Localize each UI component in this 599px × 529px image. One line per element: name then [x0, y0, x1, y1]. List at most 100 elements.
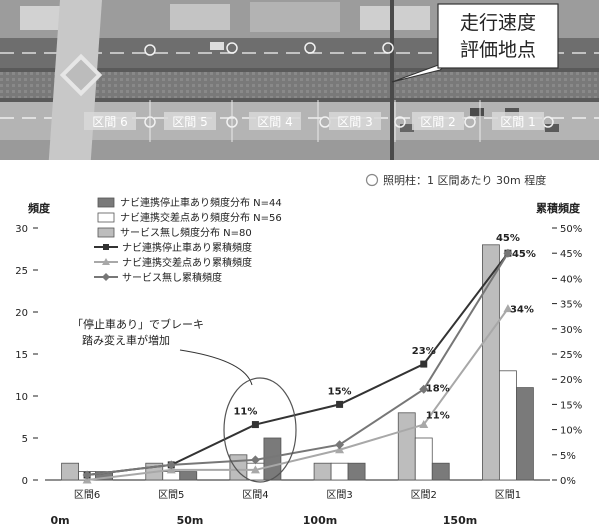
- legend-swatch: [97, 212, 115, 223]
- line-point-1-2: [250, 465, 260, 474]
- line-point-2-4: [419, 384, 429, 394]
- light-pole-note: 照明柱：1 区間あたり 30m 程度: [383, 173, 546, 187]
- section-box: [329, 112, 381, 130]
- highlight-ellipse: [223, 377, 297, 483]
- bar-2-2: [229, 454, 248, 481]
- bar-2-5: [482, 244, 500, 481]
- annotation-arrow: [179, 349, 253, 386]
- cumulative-line-2: [86, 252, 509, 476]
- y-left-tick-label: 15: [15, 350, 28, 361]
- section-box: [412, 112, 464, 130]
- x-tick-label: 区間2: [411, 489, 437, 501]
- data-label: 23%: [412, 346, 436, 357]
- legend-marker: [102, 273, 110, 281]
- y-right-tick-label: 25%: [560, 350, 582, 361]
- line-point-1-5: [503, 304, 513, 313]
- bar-2-3: [313, 462, 332, 481]
- bar-1-5: [499, 370, 517, 481]
- section-label: 区間 1: [500, 115, 535, 129]
- annotation-line-1: 「停止車あり」でブレーキ: [72, 317, 204, 331]
- legend-swatch: [97, 227, 115, 238]
- line-point-2-3: [335, 440, 345, 450]
- line-point-0-2: [251, 421, 259, 429]
- line-point-2-0: [82, 470, 92, 480]
- callout-line-2: 評価地点: [460, 39, 536, 61]
- legend-swatch: [97, 197, 115, 208]
- data-label: 15%: [328, 386, 352, 397]
- y-left-tick-label: 30: [15, 224, 28, 235]
- legend-label: ナビ連携交差点あり累積頻度: [122, 256, 252, 269]
- bar-0-3: [347, 462, 366, 481]
- bar-2-4: [397, 412, 416, 481]
- data-label: 45%: [496, 233, 520, 244]
- section-box: [84, 112, 136, 130]
- data-label: 45%: [512, 249, 536, 260]
- y-right-tick-label: 45%: [560, 249, 582, 260]
- annotation: 「停止車あり」でブレーキ 踏み変え車が増加: [72, 317, 297, 483]
- distance-label: 150m: [443, 514, 477, 527]
- legend-label: ナビ連携停止車あり累積頻度: [122, 241, 252, 254]
- distance-label: 100m: [303, 514, 337, 527]
- x-tick-label: 区間1: [495, 489, 521, 501]
- x-tick-label: 区間5: [158, 489, 184, 501]
- line-point-1-1: [166, 465, 176, 474]
- callout-line-1: 走行速度: [460, 12, 536, 34]
- line-point-0-4: [420, 360, 428, 368]
- aerial-photo: 区間 6 区間 5 区間 4 区間 3 区間 2 区間 1 走行速度 評価地点: [0, 0, 599, 160]
- section-box: [492, 112, 544, 130]
- light-pole-icon: [365, 173, 379, 187]
- bar-2-0: [61, 462, 79, 481]
- data-label: 34%: [510, 305, 534, 316]
- section-box: [164, 112, 216, 130]
- cumulative-line-0: [86, 252, 509, 476]
- bar-0-4: [431, 462, 450, 481]
- line-point-0-3: [336, 400, 344, 408]
- section-label: 区間 6: [92, 115, 127, 129]
- section-label: 区間 3: [337, 115, 372, 129]
- distance-label: 50m: [177, 514, 204, 527]
- legend-label: ナビ連携停止車あり頻度分布 N=44: [120, 196, 282, 209]
- y-right-tick-label: 20%: [560, 375, 582, 386]
- y-right-tick-label: 40%: [560, 274, 582, 285]
- legend-label: サービス無し累積頻度: [122, 271, 222, 284]
- y-right-tick-label: 50%: [560, 224, 582, 235]
- y-right-tick-label: 30%: [560, 325, 582, 336]
- cumulative-line-1: [86, 308, 509, 481]
- section-label: 区間 5: [172, 115, 207, 129]
- y-right-axis-title: 累積頻度: [536, 201, 581, 215]
- y-right-tick-label: 10%: [560, 426, 582, 437]
- distance-label: 0m: [50, 514, 69, 527]
- bar-0-5: [516, 387, 534, 481]
- data-label: 11%: [426, 411, 450, 422]
- x-tick-label: 区間4: [242, 489, 268, 501]
- y-left-tick-label: 25: [15, 266, 28, 277]
- legend-label: ナビ連携交差点あり頻度分布 N=56: [120, 211, 282, 224]
- bar-0-2: [263, 437, 282, 481]
- bar-1-3: [330, 462, 349, 481]
- x-tick-label: 区間3: [326, 489, 352, 501]
- legend-marker: [102, 258, 110, 265]
- y-right-tick-label: 0%: [560, 476, 576, 487]
- section-label: 区間 4: [257, 115, 292, 129]
- y-right-tick-label: 35%: [560, 300, 582, 311]
- data-label: 11%: [233, 407, 257, 418]
- x-tick-label: 区間6: [74, 489, 100, 501]
- y-left-tick-label: 20: [15, 308, 28, 319]
- line-point-1-0: [82, 475, 92, 484]
- bar-0-1: [179, 471, 198, 481]
- line-point-1-4: [419, 420, 429, 429]
- line-point-2-1: [166, 460, 176, 470]
- data-label: 18%: [426, 383, 450, 394]
- annotation-line-2: 踏み変え車が増加: [82, 333, 170, 347]
- y-right-tick-label: 5%: [560, 451, 576, 462]
- callout-box: [437, 3, 559, 69]
- y-left-tick-label: 10: [15, 392, 28, 403]
- y-left-tick-label: 5: [22, 434, 28, 445]
- legend-marker: [103, 244, 109, 250]
- bar-0-0: [95, 471, 113, 481]
- y-left-axis-title: 頻度: [28, 201, 51, 215]
- y-left-tick-label: 0: [22, 476, 28, 487]
- legend-label: サービス無し頻度分布 N=80: [120, 226, 252, 239]
- legend: ナビ連携停止車あり頻度分布 N=44 ナビ連携交差点あり頻度分布 N=56 サービス…: [94, 196, 282, 284]
